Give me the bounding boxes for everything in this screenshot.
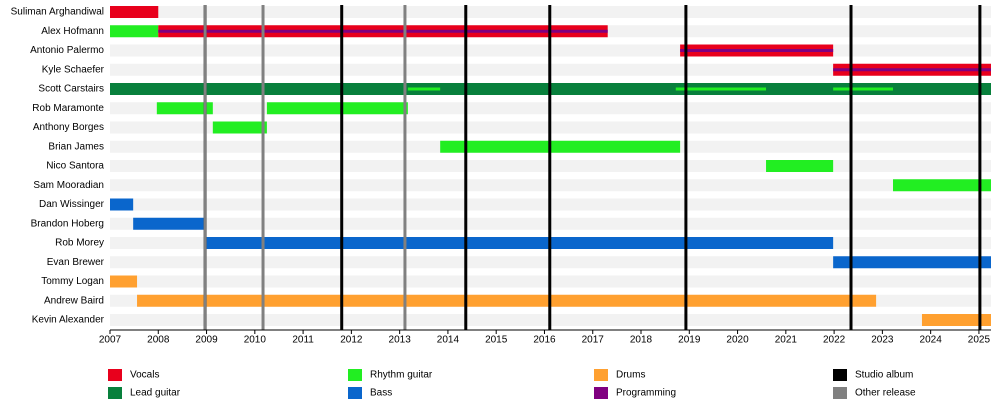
legend-label: Vocals <box>130 370 159 381</box>
x-tick-label: 2017 <box>582 335 605 346</box>
legend-label: Drums <box>616 370 645 381</box>
role-bar <box>204 237 834 249</box>
role-bar <box>137 294 877 307</box>
x-tick-label: 2015 <box>485 335 508 346</box>
x-tick-label: 2021 <box>775 335 798 346</box>
legend-label: Bass <box>370 388 392 399</box>
legend-label: Other release <box>855 388 916 399</box>
x-tick-label: 2010 <box>244 335 267 346</box>
x-tick-label: 2012 <box>340 335 363 346</box>
member-name: Scott Carstairs <box>38 84 104 95</box>
member-name: Alex Hofmann <box>41 26 104 37</box>
role-bar <box>766 160 834 172</box>
legend-swatch <box>348 387 362 399</box>
x-tick-label: 2011 <box>292 335 314 346</box>
x-tick-label: 2007 <box>99 335 122 346</box>
role-bar <box>212 121 267 134</box>
x-tick-label: 2008 <box>147 335 170 346</box>
role-bar <box>156 102 213 115</box>
role-bar <box>833 87 894 91</box>
role-bar <box>893 179 991 192</box>
member-name: Dan Wissinger <box>39 199 105 210</box>
member-name: Antonio Palermo <box>30 45 104 56</box>
member-name: Andrew Baird <box>44 295 104 306</box>
role-bar <box>110 198 134 211</box>
legend-label: Rhythm guitar <box>370 370 433 381</box>
member-name: Brian James <box>48 141 104 152</box>
x-tick-label: 2014 <box>437 335 460 346</box>
member-name: Nico Santora <box>46 161 104 172</box>
role-bar <box>110 6 159 18</box>
legend-swatch <box>833 369 847 381</box>
role-bar <box>440 140 681 153</box>
x-tick-label: 2022 <box>823 335 846 346</box>
x-tick-label: 2023 <box>871 335 894 346</box>
role-bar <box>921 314 991 326</box>
role-bar <box>133 217 205 230</box>
x-tick-label: 2020 <box>726 335 749 346</box>
member-name: Tommy Logan <box>41 276 104 287</box>
x-tick-label: 2019 <box>678 335 701 346</box>
member-name: Evan Brewer <box>47 257 105 268</box>
legend-swatch <box>348 369 362 381</box>
x-tick-label: 2013 <box>389 335 412 346</box>
role-bar <box>833 68 991 72</box>
member-name: Anthony Borges <box>33 122 104 133</box>
role-bar <box>110 25 159 38</box>
legend-swatch <box>833 387 847 399</box>
x-tick-label: 2009 <box>195 335 218 346</box>
role-bar <box>833 256 991 269</box>
legend-label: Studio album <box>855 370 913 381</box>
legend-swatch <box>108 387 122 399</box>
legend-label: Programming <box>616 388 676 399</box>
x-tick-label: 2024 <box>920 335 943 346</box>
legend-swatch <box>594 387 608 399</box>
member-name: Brandon Hoberg <box>31 218 104 229</box>
member-name: Kevin Alexander <box>32 315 105 326</box>
member-name: Kyle Schaefer <box>42 64 105 75</box>
role-bar <box>158 29 608 33</box>
x-tick-label: 2025 <box>968 335 991 346</box>
legend-label: Lead guitar <box>130 388 181 399</box>
role-bar <box>266 102 408 115</box>
member-name: Suliman Arghandiwal <box>11 7 104 18</box>
x-tick-label: 2018 <box>630 335 653 346</box>
member-name: Rob Morey <box>55 238 104 249</box>
legend-swatch <box>108 369 122 381</box>
role-bar <box>110 275 138 288</box>
member-name: Rob Maramonte <box>32 103 104 114</box>
role-bar <box>407 87 441 91</box>
legend-swatch <box>594 369 608 381</box>
x-tick-label: 2016 <box>533 335 556 346</box>
member-name: Sam Mooradian <box>33 180 104 191</box>
role-bar <box>680 49 834 52</box>
role-bar <box>675 87 767 91</box>
